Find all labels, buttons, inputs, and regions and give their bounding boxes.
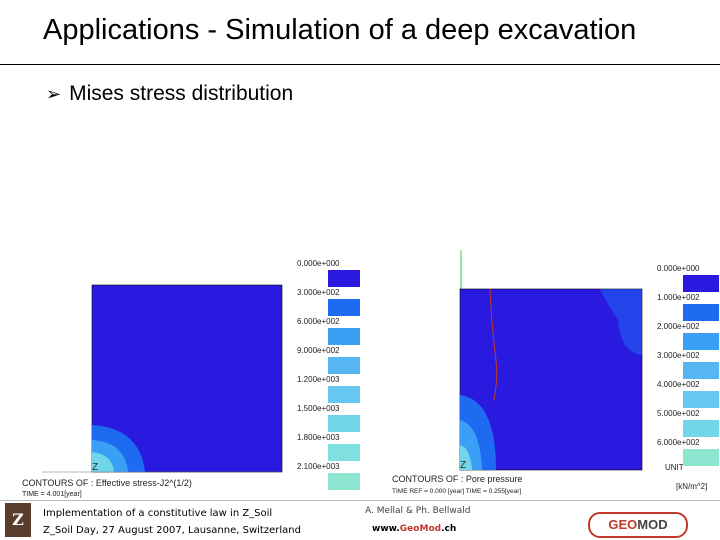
url-mod: Mod xyxy=(419,524,442,534)
left-legend-swatch xyxy=(328,299,360,316)
left-legend-label: 9.000e+002 xyxy=(297,346,340,355)
right-axis-label: Z xyxy=(460,460,466,471)
footer-divider xyxy=(0,500,720,501)
left-legend-swatch xyxy=(328,328,360,345)
right-legend-label: 3.000e+002 xyxy=(657,351,700,360)
logo-geo: GEO xyxy=(608,517,638,532)
right-contour-region xyxy=(460,289,642,355)
page-title: Applications - Simulation of a deep exca… xyxy=(43,14,637,46)
right-legend-label: 6.000e+002 xyxy=(657,438,700,447)
left-legend-label: 2.100e+003 xyxy=(297,462,340,471)
left-time-label: TIME = 4.001[year] xyxy=(22,491,82,498)
left-plot: Z CONTOURS OF : Effective stress-J2^(1/2… xyxy=(22,259,360,498)
left-legend-swatch xyxy=(328,357,360,374)
right-legend-swatch xyxy=(683,304,719,321)
left-legend-swatch xyxy=(328,415,360,432)
url-geo: Geo xyxy=(399,524,420,534)
left-legend-swatch xyxy=(328,444,360,461)
left-legend-swatch xyxy=(328,270,360,287)
left-axis-label: Z xyxy=(92,462,98,473)
zsoil-logo: Z xyxy=(5,503,31,537)
bullet-text: Mises stress distribution xyxy=(69,82,294,105)
right-boundary-curve xyxy=(489,288,498,401)
arrow-bullet-icon: ➢ xyxy=(46,84,62,104)
right-time-label: TIME REF = 0.000 [year] TIME = 0.255[yea… xyxy=(392,488,521,495)
footer-course-title: Implementation of a constitutive law in … xyxy=(43,508,273,519)
left-contour-band-3 xyxy=(92,452,114,472)
footer-authors: A. Mellal & Ph. Bellwald xyxy=(365,506,471,516)
right-legend-label: 2.000e+002 xyxy=(657,322,700,331)
bullet-item: ➢ Mises stress distribution xyxy=(46,82,293,106)
right-legend-label: 5.000e+002 xyxy=(657,409,700,418)
right-legend-swatch xyxy=(683,391,719,408)
title-divider xyxy=(0,64,720,65)
right-unit-value: [kN/m^2] xyxy=(676,482,707,491)
right-legend: 0.000e+000 1.000e+002 2.000e+002 3.000e+002… xyxy=(657,264,719,466)
left-legend-swatch xyxy=(328,386,360,403)
right-unit-label: UNIT xyxy=(665,463,684,472)
left-legend-label: 3.000e+002 xyxy=(297,288,340,297)
geomod-logo: GEOMOD xyxy=(588,512,688,538)
right-legend-swatch xyxy=(683,420,719,437)
left-legend-label: 1.500e+003 xyxy=(297,404,340,413)
right-plot: Z CONTOURS OF : Pore pressure TIME REF =… xyxy=(392,250,719,495)
footer-url[interactable]: www.GeoMod.ch xyxy=(372,524,456,534)
url-suffix: .ch xyxy=(441,524,457,534)
right-legend-label: 0.000e+000 xyxy=(657,264,700,273)
left-legend-label: 1.200e+003 xyxy=(297,375,340,384)
right-contour-band-3 xyxy=(460,445,472,470)
right-legend-swatch xyxy=(683,362,719,379)
left-legend-label: 1.800e+003 xyxy=(297,433,340,442)
right-legend-label: 4.000e+002 xyxy=(657,380,700,389)
logo-mod: MOD xyxy=(637,517,668,532)
left-legend-label: 0.000e+000 xyxy=(297,259,340,268)
right-legend-swatch xyxy=(683,449,719,466)
left-legend-swatch xyxy=(328,473,360,490)
right-contours-title: CONTOURS OF : Pore pressure xyxy=(392,474,522,484)
right-legend-label: 1.000e+002 xyxy=(657,293,700,302)
left-contours-title: CONTOURS OF : Effective stress-J2^(1/2) xyxy=(22,478,192,488)
right-legend-swatch xyxy=(683,333,719,350)
left-legend: 0.000e+000 3.000e+002 6.000e+002 9.000e+002… xyxy=(297,259,360,490)
left-legend-label: 6.000e+002 xyxy=(297,317,340,326)
url-prefix: www. xyxy=(372,524,400,534)
right-legend-swatch xyxy=(683,275,719,292)
footer-event: Z_Soil Day, 27 August 2007, Lausanne, Sw… xyxy=(43,525,301,536)
